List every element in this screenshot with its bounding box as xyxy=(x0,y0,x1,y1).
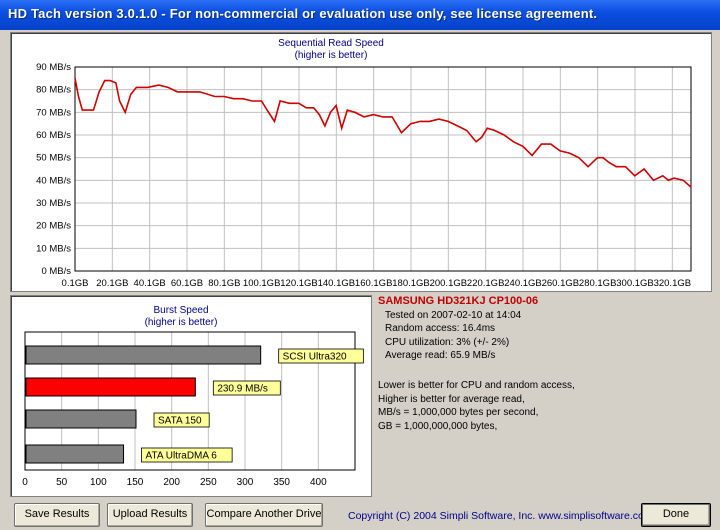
burst-bar-label-box xyxy=(278,348,364,364)
burst-bar-label: SCSI Ultra320 xyxy=(283,352,347,363)
burst-x-tick-label: 0 xyxy=(22,477,28,488)
burst-bar xyxy=(25,345,262,365)
burst-bar-label: ATA UltraDMA 6 xyxy=(146,451,218,462)
burst-x-tick-label: 250 xyxy=(200,477,217,488)
burst-chart-title-line2: (higher is better) xyxy=(144,317,218,328)
read-x-tick-label: 200.1GB xyxy=(430,278,468,289)
read-x-tick-label: 60.1GB xyxy=(171,278,203,289)
sequential-read-chart: 0 MB/s 10 MB/s 20 MB/s 30 MB/s 40 MB/s 50 MB/… xyxy=(36,62,692,289)
read-x-tick-label: 320.1GB xyxy=(654,278,692,289)
compare-another-drive-button[interactable]: Compare Another Drive xyxy=(205,503,323,527)
average-read: Average read: 65.9 MB/s xyxy=(385,350,496,362)
read-x-tick-label: 140.1GB xyxy=(318,278,356,289)
read-y-tick-label: 10 MB/s xyxy=(36,243,71,254)
read-y-tick-label: 60 MB/s xyxy=(36,130,71,141)
read-x-tick-label: 160.1GB xyxy=(355,278,393,289)
read-speed-line xyxy=(74,78,692,188)
read-plot-area xyxy=(74,66,692,272)
drive-info-panel: SAMSUNG HD321KJ CP100-06 Tested on 2007-… xyxy=(378,295,708,433)
burst-x-tick-label: 150 xyxy=(127,477,144,488)
read-x-tick-label: 220.1GB xyxy=(467,278,505,289)
read-y-tick-label: 90 MB/s xyxy=(36,62,71,73)
burst-x-tick-label: 300 xyxy=(237,477,254,488)
tested-on: Tested on 2007-02-10 at 14:04 xyxy=(385,309,522,321)
burst-x-tick-label: 100 xyxy=(90,477,107,488)
read-chart-title-line1: Sequential Read Speed xyxy=(278,38,384,49)
burst-bar-label: 230.9 MB/s xyxy=(217,384,268,395)
burst-x-tick-label: 400 xyxy=(310,477,327,488)
copyright-text: Copyright (C) 2004 Simpli Software, Inc.… xyxy=(348,510,653,522)
read-y-tick-label: 30 MB/s xyxy=(36,198,71,209)
burst-chart-title: Burst Speed (higher is better) xyxy=(31,305,331,329)
random-access: Random access: 16.4ms xyxy=(385,323,496,335)
note-higher-better: Higher is better for average read, xyxy=(378,393,525,405)
burst-bar-label-box xyxy=(212,380,281,396)
read-x-tick-label: 0.1GB xyxy=(62,278,89,289)
read-y-tick-label: 0 MB/s xyxy=(41,266,71,277)
burst-bar xyxy=(25,377,196,397)
note-gb-definition: GB = 1,000,000,000 bytes, xyxy=(378,420,498,432)
burst-bar-label-box xyxy=(141,447,233,463)
burst-plot-border xyxy=(24,331,356,471)
burst-bar-label-box xyxy=(153,412,210,428)
read-chart-title-line2: (higher is better) xyxy=(294,50,368,61)
burst-x-tick-label: 350 xyxy=(273,477,290,488)
read-x-tick-label: 20.1GB xyxy=(96,278,128,289)
read-x-tick-label: 300.1GB xyxy=(616,278,654,289)
read-x-tick-label: 120.1GB xyxy=(280,278,318,289)
save-results-button[interactable]: Save Results xyxy=(14,503,100,527)
read-y-tick-label: 70 MB/s xyxy=(36,107,71,118)
read-plot-border xyxy=(74,66,692,272)
read-y-tick-label: 20 MB/s xyxy=(36,221,71,232)
sequential-read-panel: Sequential Read Speed (higher is better)… xyxy=(10,32,712,292)
read-x-tick-label: 240.1GB xyxy=(504,278,542,289)
drive-name: SAMSUNG HD321KJ CP100-06 xyxy=(378,295,539,307)
burst-x-tick-label: 200 xyxy=(163,477,180,488)
done-button[interactable]: Done xyxy=(641,503,711,527)
read-x-tick-label: 180.1GB xyxy=(392,278,430,289)
title-bar[interactable]: HD Tach version 3.0.1.0 - For non-commer… xyxy=(0,0,720,30)
burst-bar xyxy=(25,409,137,429)
window-title: HD Tach version 3.0.1.0 - For non-commer… xyxy=(8,6,598,21)
read-y-tick-label: 40 MB/s xyxy=(36,175,71,186)
note-lower-better: Lower is better for CPU and random acces… xyxy=(378,379,575,391)
cpu-utilization: CPU utilization: 3% (+/- 2%) xyxy=(385,336,510,348)
upload-results-button[interactable]: Upload Results xyxy=(107,503,193,527)
burst-bar xyxy=(25,444,125,464)
read-chart-title: Sequential Read Speed (higher is better) xyxy=(11,38,651,62)
burst-chart-title-line1: Burst Speed xyxy=(153,305,209,316)
burst-speed-chart: 0 50 100 150 200 250 300 350 400 SCSI Ultra320 230… xyxy=(22,331,364,488)
burst-x-tick-label: 50 xyxy=(56,477,68,488)
read-y-tick-label: 50 MB/s xyxy=(36,153,71,164)
burst-speed-panel: Burst Speed (higher is better) 0 50 100 150… xyxy=(10,295,372,497)
read-x-tick-label: 280.1GB xyxy=(579,278,617,289)
read-y-tick-label: 80 MB/s xyxy=(36,85,71,96)
read-x-tick-label: 100.1GB xyxy=(243,278,281,289)
read-x-tick-label: 260.1GB xyxy=(542,278,580,289)
read-x-tick-label: 40.1GB xyxy=(134,278,166,289)
note-mbs-definition: MB/s = 1,000,000 bytes per second, xyxy=(378,407,539,419)
burst-bar-label: SATA 150 xyxy=(158,416,202,427)
read-x-tick-label: 80.1GB xyxy=(208,278,240,289)
